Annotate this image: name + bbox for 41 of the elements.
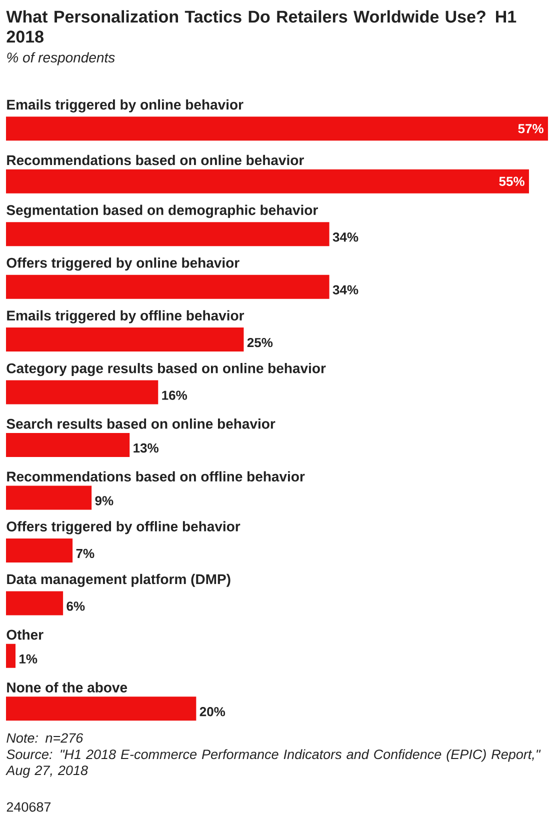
text: Note: n=276 bbox=[6, 733, 84, 743]
y-tick-label: Other bbox=[6, 629, 44, 640]
bar bbox=[6, 169, 529, 194]
data-label: 34% bbox=[332, 232, 358, 242]
bar bbox=[6, 274, 330, 299]
y-tick-label: Emails triggered by online behavior bbox=[7, 99, 244, 112]
y-tick-label: Category page results based on online behavior bbox=[6, 362, 326, 376]
data-label: 16% bbox=[162, 390, 188, 400]
data-label: 9% bbox=[95, 496, 114, 506]
bar bbox=[6, 116, 548, 141]
data-label: 34% bbox=[332, 285, 358, 294]
source-note: Source: "H1 2018 E-commerce Performance Indicators and Confidence (EPIC) Report," Aug 27, 2018 bbox=[6, 749, 541, 778]
bar bbox=[6, 380, 158, 404]
data-label: 20% bbox=[200, 707, 226, 716]
text: 240687 bbox=[6, 802, 51, 812]
y-tick-label: Recommendations based on offline behavior bbox=[7, 471, 305, 482]
data-label: 13% bbox=[134, 443, 158, 453]
data-label: 57% bbox=[518, 124, 544, 134]
bar bbox=[6, 222, 330, 246]
y-tick-label: Segmentation based on demographic behavior bbox=[6, 204, 318, 218]
y-tick-label: None of the above bbox=[7, 682, 128, 692]
chart-title: What Personalization Tactics Do Retailers Worldwide Use? H1 2018 bbox=[6, 10, 516, 43]
data-label: 7% bbox=[76, 548, 94, 558]
bar bbox=[6, 433, 130, 458]
bar bbox=[6, 696, 196, 721]
y-tick-label: Emails triggered by offline behavior bbox=[7, 310, 244, 324]
bar bbox=[6, 328, 244, 352]
y-tick-label: Offers triggered by offline behavior bbox=[6, 521, 240, 534]
y-tick-label: Search results based on online behavior bbox=[6, 418, 276, 429]
bar bbox=[6, 538, 73, 562]
data-label: 25% bbox=[247, 338, 273, 348]
bar bbox=[6, 591, 64, 616]
bar bbox=[6, 644, 16, 668]
y-tick-label: Offers triggered by online behavior bbox=[6, 258, 240, 271]
bar bbox=[6, 486, 92, 510]
y-tick-label: Data management platform (DMP) bbox=[7, 574, 230, 587]
data-label: 55% bbox=[499, 176, 524, 186]
chart-subtitle: % of respondents bbox=[7, 52, 115, 66]
y-tick-label: Recommendations based on online behavior bbox=[7, 154, 304, 166]
data-label: 1% bbox=[20, 654, 38, 664]
data-label: 6% bbox=[66, 602, 85, 611]
